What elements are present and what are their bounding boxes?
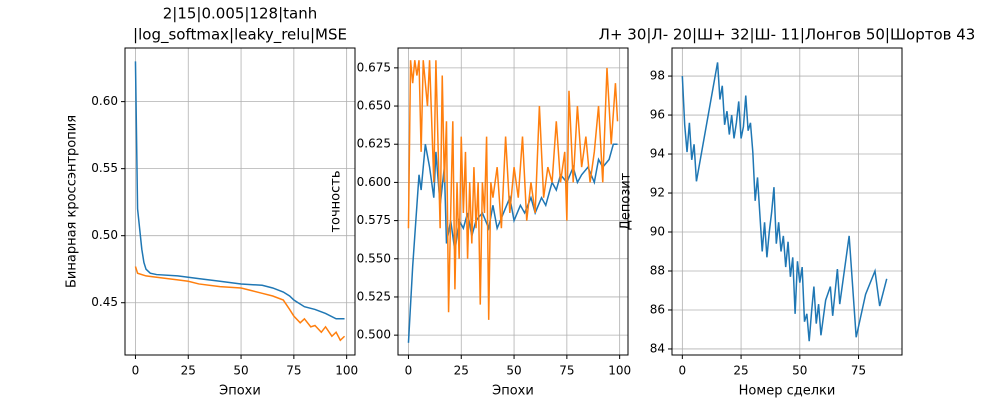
chart-title: |log_softmax|leaky_relu|MSE [133, 26, 347, 45]
chart-title: Л+ 30|Л- 20|Ш+ 32|Ш- 11|Лонгов 50|Шортов… [599, 26, 976, 44]
y-axis-label: точность [329, 170, 344, 232]
y-tick-label: 0.50 [91, 228, 118, 242]
y-tick-label: 0.55 [91, 161, 118, 175]
y-tick-label: 0.575 [357, 213, 391, 227]
y-tick-label: 98 [650, 69, 665, 83]
x-tick-label: 75 [559, 364, 574, 378]
data-line [134, 266, 346, 342]
y-tick-label: 0.675 [357, 60, 391, 74]
y-axis-label: Бинарная кроссэнтропия [65, 115, 80, 288]
axes-frame [671, 47, 903, 356]
data-line [681, 62, 888, 342]
x-tick-label: 100 [335, 364, 358, 378]
data-line [407, 60, 619, 320]
y-tick-label: 94 [650, 147, 665, 161]
y-tick-label: 0.600 [357, 175, 391, 189]
x-tick-label: 0 [679, 364, 687, 378]
x-tick-label: 25 [454, 364, 469, 378]
x-tick-label: 25 [733, 364, 748, 378]
axes-frame [124, 47, 356, 356]
y-tick-label: 0.500 [357, 328, 391, 342]
x-axis-label: Номер сделки [739, 384, 836, 399]
y-axis-label: Депозит [619, 172, 634, 230]
y-tick-label: 84 [650, 341, 665, 355]
y-tick-label: 90 [650, 225, 665, 239]
y-tick-label: 0.625 [357, 137, 391, 151]
y-tick-label: 0.45 [91, 295, 118, 309]
y-tick-label: 96 [650, 108, 665, 122]
x-tick-label: 100 [608, 364, 631, 378]
y-tick-label: 88 [650, 263, 665, 277]
x-tick-label: 0 [405, 364, 413, 378]
y-tick-label: 0.60 [91, 94, 118, 108]
x-tick-label: 50 [233, 364, 248, 378]
x-axis-label: Эпохи [219, 384, 261, 399]
data-line [134, 61, 345, 320]
x-tick-label: 75 [851, 364, 866, 378]
y-tick-label: 0.550 [357, 251, 391, 265]
x-tick-label: 0 [132, 364, 140, 378]
x-tick-label: 50 [792, 364, 807, 378]
x-tick-label: 50 [506, 364, 521, 378]
axes-frame [397, 47, 629, 356]
chart-title: 2|15|0.005|128|tanh [163, 5, 318, 23]
y-tick-label: 0.650 [357, 99, 391, 113]
y-tick-label: 92 [650, 186, 665, 200]
x-tick-label: 75 [286, 364, 301, 378]
y-tick-label: 0.525 [357, 289, 391, 303]
y-tick-label: 86 [650, 302, 665, 316]
x-tick-label: 25 [181, 364, 196, 378]
x-axis-label: Эпохи [492, 384, 534, 399]
